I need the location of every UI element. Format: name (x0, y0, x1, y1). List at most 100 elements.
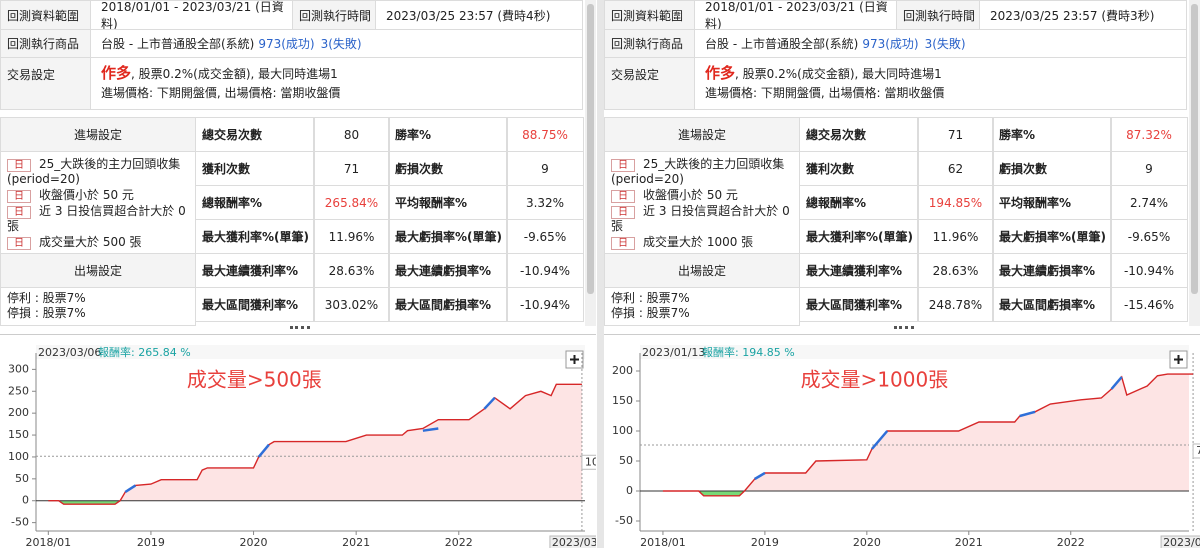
stat-label: 最大區間虧損率% (992, 287, 1112, 322)
stat-value: 62 (917, 151, 994, 186)
y-tick-label: 100 (612, 424, 633, 437)
y-tick-label: 150 (8, 428, 29, 441)
entry-condition: 日近 3 日投信買超合計大於 0 張 (7, 204, 191, 234)
y-tick-label: 200 (8, 406, 29, 419)
stat-label: 最大虧損率%(單筆) (992, 219, 1112, 254)
exit-condition: 停利 : 股票7% (611, 291, 690, 305)
y-tick-label: -50 (11, 516, 29, 529)
return-label: 報酬率: 194.85 % (702, 345, 795, 359)
condition-tag: 日 (611, 190, 635, 203)
info-value: 2023/03/25 23:57 (費時3秒) (979, 0, 1187, 30)
info-label: 回測執行時間 (292, 0, 376, 30)
y-tick-label: 50 (15, 472, 29, 485)
stat-label: 勝率% (992, 117, 1112, 152)
end-label: 2023/01/13 (1163, 536, 1200, 548)
stat-label: 平均報酬率% (992, 185, 1112, 220)
stat-value: 11.96% (917, 219, 994, 254)
entry-condition: 日近 3 日投信買超合計大於 0 張 (611, 204, 795, 234)
condition-tag: 日 (611, 159, 635, 172)
condition-text: 成交量大於 500 張 (39, 235, 142, 249)
add-button[interactable] (565, 350, 584, 369)
ref-label-box (1192, 443, 1200, 459)
product: 台股 - 上市普通股全部(系統) (101, 37, 255, 51)
stat-label: 總交易次數 (799, 117, 919, 152)
date-bar (36, 345, 585, 359)
stat-value: -9.65% (1110, 219, 1188, 254)
chart-annotation: 成交量>500張 (187, 368, 322, 392)
add-button[interactable] (1169, 350, 1188, 369)
x-tick-label: 2020 (853, 536, 881, 548)
stat-value: -10.94% (506, 253, 584, 288)
x-tick-label: 2018/01 (25, 536, 71, 548)
condition-text: 25_大跌後的主力回頭收集(period=20) (7, 157, 181, 186)
exit-header: 出場設定 (0, 253, 196, 288)
stat-label: 最大獲利率%(單筆) (799, 219, 919, 254)
date-label: 2023/01/13 (642, 346, 705, 359)
direction: 作多 (705, 64, 736, 82)
stat-label: 最大區間虧損率% (388, 287, 508, 322)
exit-conditions: 停利 : 股票7% 停損 : 股票7% (604, 287, 800, 326)
entry-conditions: 日 25_大跌後的主力回頭收集(period=20) 日收盤價小於 50 元日近 3… (604, 151, 800, 254)
stat-value: 265.84% (313, 185, 390, 220)
splitter[interactable] (597, 0, 604, 548)
stat-label: 虧損次數 (992, 151, 1112, 186)
info-label: 回測資料範圍 (604, 0, 695, 30)
success-count: 973(成功) (258, 37, 315, 51)
stat-value: -9.65% (506, 219, 584, 254)
stat-value: 194.85% (917, 185, 994, 220)
stat-value: -15.46% (1110, 287, 1188, 322)
stat-label: 最大連續獲利率% (799, 253, 919, 288)
condition-tag: 日 (7, 206, 31, 219)
entry-condition: 日收盤價小於 50 元 (7, 188, 191, 203)
stat-label: 虧損次數 (388, 151, 508, 186)
y-tick-label: 100 (8, 450, 29, 463)
price-desc: 進場價格: 下期開盤價, 出場價格: 當期收盤價 (101, 86, 341, 100)
stat-label: 總交易次數 (195, 117, 315, 152)
stat-value: 80 (313, 117, 390, 152)
stat-value: 11.96% (313, 219, 390, 254)
entry-condition: 日成交量大於 1000 張 (611, 235, 795, 250)
y-tick-label: 0 (626, 484, 633, 497)
stat-label: 總報酬率% (195, 185, 315, 220)
scrollbar[interactable] (585, 0, 596, 326)
stat-value: 28.63% (917, 253, 994, 288)
entry-conditions: 日 25_大跌後的主力回頭收集(period=20) 日收盤價小於 50 元日近 3… (0, 151, 196, 254)
condition-text: 收盤價小於 50 元 (39, 188, 134, 202)
scrollbar[interactable] (1189, 0, 1200, 326)
equity-line (662, 373, 1194, 497)
condition-text: 成交量大於 1000 張 (643, 235, 754, 249)
stat-value: 2.74% (1110, 185, 1188, 220)
end-label-box (1160, 535, 1200, 548)
y-tick-label: 250 (8, 384, 29, 397)
fail-count: 3(失敗) (924, 37, 966, 51)
x-tick-label: 2018/01 (640, 536, 686, 548)
x-tick-label: 2019 (137, 536, 165, 548)
exit-condition: 停利 : 股票7% (7, 291, 86, 305)
info-label: 回測執行商品 (0, 29, 91, 58)
y-tick-label: -50 (615, 514, 633, 527)
return-label: 報酬率: 265.84 % (98, 345, 191, 359)
add-button-icon (1174, 355, 1183, 364)
info-label: 交易設定 (604, 57, 695, 110)
stat-value: 71 (917, 117, 994, 152)
equity-line (754, 376, 1123, 481)
condition-tag: 日 (611, 206, 635, 219)
x-tick-label: 2019 (751, 536, 779, 548)
exit-condition: 停損 : 股票7% (7, 306, 86, 320)
direction: 作多 (101, 64, 132, 82)
stat-value: 9 (1110, 151, 1188, 186)
stat-label: 最大連續虧損率% (388, 253, 508, 288)
y-tick-label: 0 (22, 494, 29, 507)
x-tick-label: 2022 (1057, 536, 1085, 548)
y-tick-label: 50 (619, 454, 633, 467)
add-button-icon (570, 355, 579, 364)
product: 台股 - 上市普通股全部(系統) (705, 37, 859, 51)
stat-label: 最大連續虧損率% (992, 253, 1112, 288)
entry-condition: 日 25_大跌後的主力回頭收集(period=20) (611, 157, 795, 187)
info-value: 2023/03/25 23:57 (費時4秒) (375, 0, 583, 30)
trade-desc: , 股票0.2%(成交金額), 最大同時進場1 (735, 67, 942, 81)
stat-label: 最大連續獲利率% (195, 253, 315, 288)
panel: 回測資料範圍 2018/01/01 - 2023/03/21 (日資料) 回測執行時… (604, 0, 1200, 548)
